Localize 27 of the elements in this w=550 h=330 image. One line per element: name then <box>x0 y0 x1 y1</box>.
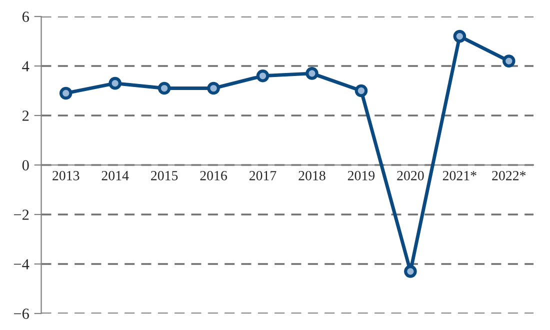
x-tick-label: 2013 <box>52 170 80 180</box>
point <box>158 82 171 95</box>
point <box>502 54 516 68</box>
x-tick-label: 2016 <box>200 170 228 180</box>
point <box>59 86 72 100</box>
x-tick-label: 2015 <box>151 170 178 180</box>
x-tick-label: 2017 <box>249 170 276 180</box>
point <box>354 84 368 98</box>
x-tick-label: 2014 <box>102 170 129 180</box>
x-tick-label: 2018 <box>298 170 326 180</box>
x-tick-label: 2021* <box>442 170 476 180</box>
y-tick-label: −2 <box>14 210 29 220</box>
point <box>404 265 417 278</box>
x-tick-label: 2020 <box>397 170 424 180</box>
y-tick-label: 2 <box>22 110 29 121</box>
point <box>256 70 270 82</box>
y-tick-label: 6 <box>22 12 29 22</box>
x-tick-label: 2019 <box>348 170 375 180</box>
y-tick-label: −4 <box>14 259 30 270</box>
point <box>108 76 122 90</box>
point <box>453 30 466 43</box>
y-tick-label: 0 <box>22 160 29 170</box>
y-tick-label: −6 <box>14 308 29 319</box>
y-tick-label: 4 <box>22 61 30 72</box>
point <box>306 67 318 80</box>
point <box>207 82 220 95</box>
x-tick-label: 2022* <box>492 170 526 180</box>
